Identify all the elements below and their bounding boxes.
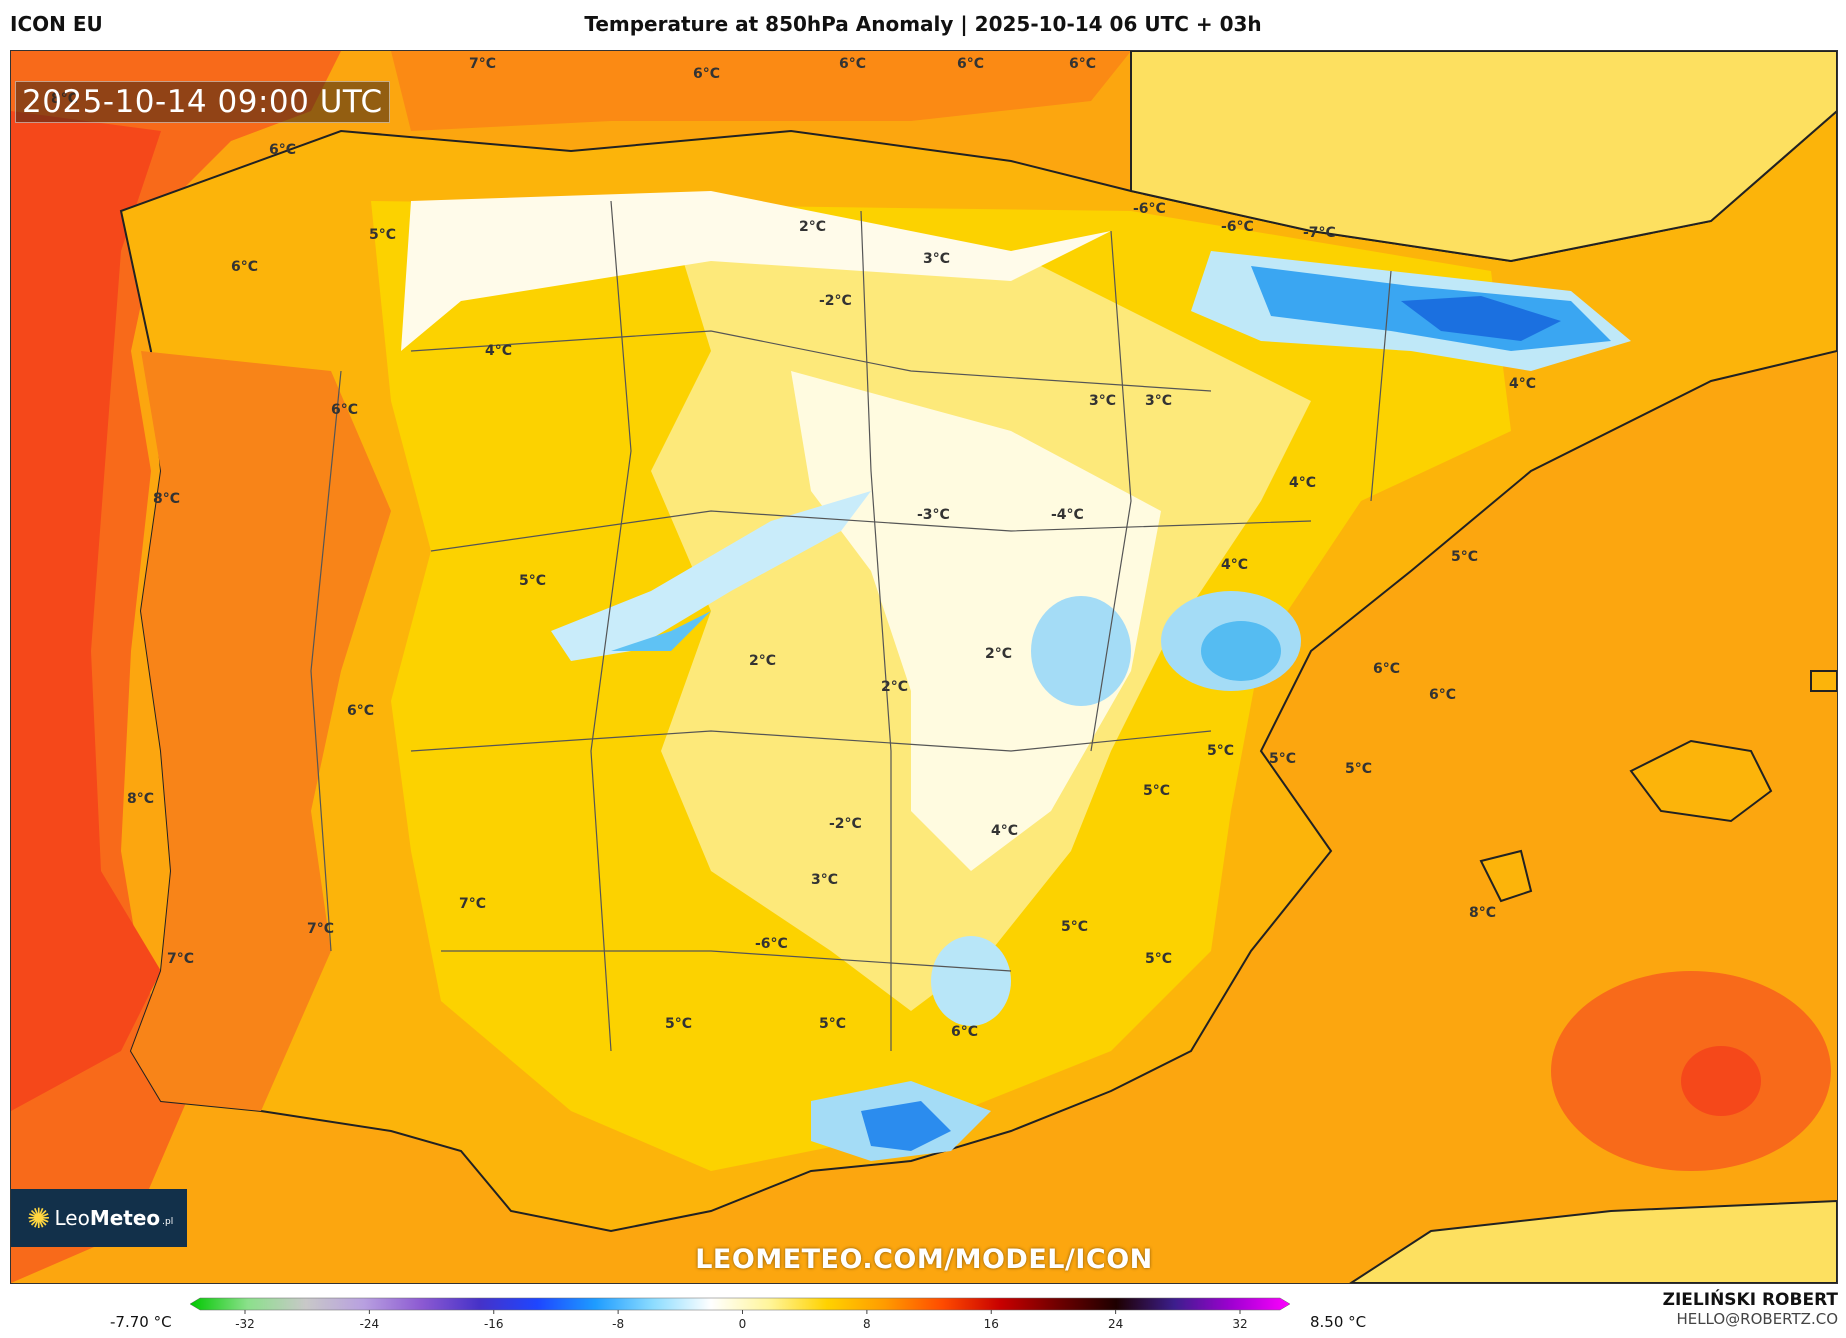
sierra-nevada-core (861, 1101, 951, 1151)
temperature-label: 3°C (1089, 393, 1116, 409)
valid-time: 2025-10-14 09:00 UTC (15, 81, 390, 123)
temperature-label: -2°C (819, 293, 852, 309)
colorbar-max-label: 8.50 °C (1310, 1313, 1367, 1331)
temperature-label: 6°C (347, 703, 374, 719)
author-name: ZIELIŃSKI ROBERT (1662, 1290, 1838, 1310)
temperature-label: 2°C (799, 219, 826, 235)
temperature-label: 7°C (459, 896, 486, 912)
iberian-system-core (1201, 621, 1281, 681)
portugal-warm-zone (131, 351, 391, 1111)
model-name: ICON EU (10, 12, 103, 36)
temperature-label: 8°C (127, 791, 154, 807)
temperature-label: 7°C (307, 921, 334, 937)
temperature-label: 6°C (693, 66, 720, 82)
colorbar-tick-label: -8 (612, 1317, 624, 1331)
iberian-system-cold-west (1031, 596, 1131, 706)
temperature-label: 2°C (749, 653, 776, 669)
temperature-label: 5°C (1145, 951, 1172, 967)
central-system-cold (551, 491, 871, 661)
temperature-label: 3°C (1145, 393, 1172, 409)
temperature-label: 5°C (1143, 783, 1170, 799)
leometeo-logo[interactable]: ✺ Leo Meteo .pl (11, 1189, 187, 1247)
temperature-label: -6°C (1133, 201, 1166, 217)
menorca (1810, 670, 1837, 692)
temperature-label: -6°C (1221, 219, 1254, 235)
temperature-label: -6°C (755, 936, 788, 952)
colorbar: -7.70 °C -32 -24 -16 -8 0 8 16 24 32 8.50 °C (0, 1288, 1846, 1338)
temperature-label: 4°C (991, 823, 1018, 839)
temperature-label: 3°C (811, 872, 838, 888)
temperature-label: 6°C (331, 402, 358, 418)
temperature-label: -4°C (1051, 507, 1084, 523)
central-system-core (611, 611, 711, 651)
colorbar-tick-label: -32 (235, 1317, 255, 1331)
temperature-label: 6°C (1069, 56, 1096, 72)
temperature-label: 5°C (369, 227, 396, 243)
colorbar-min-label: -7.70 °C (110, 1313, 172, 1331)
mallorca (1629, 739, 1773, 823)
logo-leo: Leo (54, 1206, 90, 1230)
temperature-label: 8°C (1469, 905, 1496, 921)
colorbar-tick-label: -16 (484, 1317, 504, 1331)
temperature-label: 4°C (485, 343, 512, 359)
colorbar-tick-label: 8 (863, 1317, 871, 1331)
temperature-label: 5°C (1207, 743, 1234, 759)
meseta-pale-zone (791, 371, 1161, 871)
temperature-label: 6°C (1373, 661, 1400, 677)
sun-icon: ✺ (27, 1201, 51, 1235)
ibiza (1479, 849, 1533, 903)
france-coast (1130, 51, 1837, 263)
temperature-label: 5°C (1451, 549, 1478, 565)
temperature-label: 5°C (819, 1016, 846, 1032)
temperature-label: 2°C (881, 679, 908, 695)
colorbar-scale: -32 -24 -16 -8 0 8 16 24 32 (189, 1297, 1291, 1331)
map-panel: 7°C 6°C 6°C 6°C 6°C 8°C 6°C 5°C 6°C 2°C 3°C -6°C -6°… (10, 50, 1838, 1284)
site-watermark[interactable]: LEOMETEO.COM/MODEL/ICON (695, 1244, 1153, 1275)
temperature-label: -3°C (917, 507, 950, 523)
baetic-cold (931, 936, 1011, 1026)
bay-of-biscay-warm (391, 51, 1131, 131)
temperature-label: 4°C (1221, 557, 1248, 573)
temperature-labels: 7°C 6°C 6°C 6°C 6°C 8°C 6°C 5°C 6°C 2°C 3°C -6°C -6°… (51, 56, 1536, 1040)
temperature-label: 6°C (269, 142, 296, 158)
author-credit: ZIELIŃSKI ROBERT HELLO@ROBERTZ.CO (1663, 1290, 1838, 1328)
temperature-label: 5°C (519, 573, 546, 589)
temperature-label: 6°C (957, 56, 984, 72)
mediterranean-hot-core (1681, 1046, 1761, 1116)
temperature-label: 6°C (951, 1024, 978, 1040)
colorbar-tick-label: 0 (739, 1317, 747, 1331)
temperature-label: 5°C (1061, 919, 1088, 935)
logo-tld: .pl (162, 1217, 174, 1227)
temperature-label: 7°C (167, 951, 194, 967)
north-africa (1349, 1199, 1837, 1283)
chart-title: Temperature at 850hPa Anomaly | 2025-10-… (584, 12, 1262, 36)
logo-meteo: Meteo (89, 1206, 161, 1230)
pyrenees-coldest (1401, 296, 1561, 341)
temperature-label: 3°C (923, 251, 950, 267)
cantabrian-cold-band (401, 191, 1111, 351)
colorbar-tick-label: -24 (360, 1317, 380, 1331)
temperature-label: 6°C (231, 259, 258, 275)
colorbar-tick-label: 32 (1232, 1317, 1247, 1331)
temperature-label: 5°C (1345, 761, 1372, 777)
colorbar-ramp (189, 1297, 1291, 1311)
temperature-label: 5°C (1269, 751, 1296, 767)
temperature-label: 6°C (839, 56, 866, 72)
temperature-label: 6°C (1429, 687, 1456, 703)
temperature-label: 4°C (1289, 475, 1316, 491)
temperature-label: 4°C (1509, 376, 1536, 392)
temperature-label: -2°C (829, 816, 862, 832)
temperature-label: 8°C (153, 491, 180, 507)
atlantic-hot-core (11, 111, 161, 1111)
colorbar-tick-label: 16 (984, 1317, 999, 1331)
province-borders (310, 200, 1392, 1052)
temperature-label: 7°C (469, 56, 496, 72)
author-email[interactable]: HELLO@ROBERTZ.CO (1676, 1310, 1838, 1328)
colorbar-tick-label: 24 (1108, 1317, 1123, 1331)
temperature-label: -7°C (1303, 225, 1336, 241)
temperature-label: 2°C (985, 646, 1012, 662)
temperature-label: 5°C (665, 1016, 692, 1032)
map-canvas: 7°C 6°C 6°C 6°C 6°C 8°C 6°C 5°C 6°C 2°C 3°C -6°C -6°… (11, 51, 1837, 1283)
